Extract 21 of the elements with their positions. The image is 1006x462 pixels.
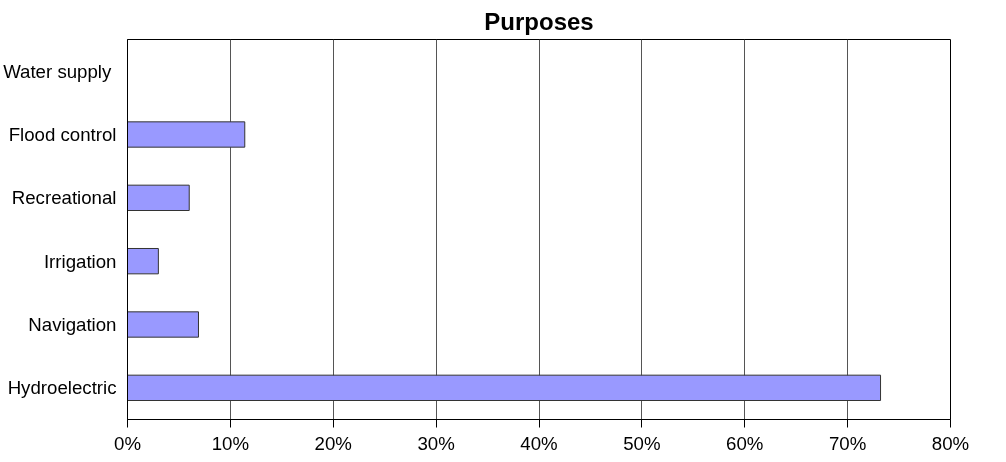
y-tick-label: Navigation bbox=[28, 314, 117, 335]
x-tick-label: 20% bbox=[314, 432, 352, 454]
y-tick-label: Hydroelectric bbox=[7, 377, 117, 399]
x-tick-label: 40% bbox=[520, 432, 558, 454]
bar bbox=[127, 184, 190, 211]
y-tick-label: Flood control bbox=[8, 124, 117, 145]
x-tick-label: 80% bbox=[931, 432, 970, 454]
bar bbox=[127, 311, 199, 338]
y-tick-label: Recreational bbox=[11, 187, 117, 209]
x-tick-label: 10% bbox=[211, 432, 250, 454]
chart-title: Purposes bbox=[484, 7, 594, 35]
x-tick-label: 50% bbox=[623, 432, 661, 454]
bar bbox=[127, 121, 246, 148]
y-tick-label: Water supply bbox=[3, 60, 112, 82]
x-tick-label: 30% bbox=[417, 432, 455, 454]
y-tick-label: Irrigation bbox=[43, 250, 117, 272]
x-tick-label: 70% bbox=[828, 432, 867, 454]
x-tick-label: 60% bbox=[726, 432, 764, 454]
x-tick-label: 0% bbox=[114, 432, 141, 454]
bar bbox=[127, 248, 159, 275]
bar bbox=[127, 374, 882, 401]
